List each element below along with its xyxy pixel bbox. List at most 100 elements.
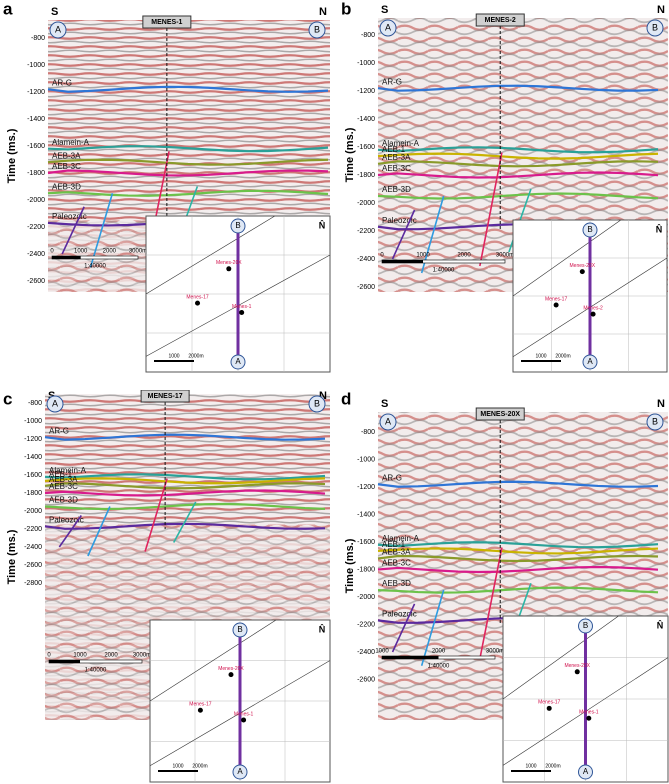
panel-letter: b	[341, 0, 351, 18]
fault	[61, 206, 85, 255]
inset-well	[553, 302, 559, 308]
horizon	[377, 146, 659, 154]
inset-scale	[154, 360, 194, 362]
horizon	[47, 145, 329, 153]
inset-end	[578, 618, 593, 634]
scale-label: 1000	[416, 253, 430, 259]
section-end-marker	[308, 395, 326, 413]
y-tick-label: -2600	[24, 562, 42, 569]
inset-well-label: Menes-17	[189, 702, 211, 708]
y-tick-label: -800	[28, 400, 42, 407]
section-end-label: A	[385, 22, 391, 32]
north-label: N	[319, 6, 327, 18]
horizon-label: Paleozoic	[382, 609, 417, 618]
y-tick-label: -1000	[357, 60, 375, 67]
y-tick-label: -1200	[357, 88, 375, 95]
inset-well-label: Menes-20X	[216, 260, 242, 266]
horizon-label: AEB-3A	[49, 475, 78, 484]
inset-well	[239, 309, 245, 315]
horizon	[44, 482, 326, 490]
fault	[391, 603, 416, 653]
horizon-label: AEB-3D	[382, 579, 411, 588]
y-tick-label: -1600	[357, 539, 375, 546]
north-arrow: N̂	[319, 624, 326, 635]
horizon-label: Paleozoic	[49, 515, 84, 524]
y-tick-label: -1200	[357, 484, 375, 491]
scale-bar-fill	[52, 256, 81, 259]
y-tick-label: -1200	[27, 89, 45, 96]
inset-end	[230, 218, 246, 234]
y-tick-label: -2400	[357, 649, 375, 656]
horizon-label: AEB-3D	[52, 182, 81, 191]
y-tick-label: -1600	[357, 144, 375, 151]
scale-label: 1000	[74, 249, 88, 255]
well-name: MENES-2	[485, 17, 516, 24]
horizon-label: AEB-3D	[382, 185, 411, 194]
inset-well	[228, 672, 234, 678]
inset-end-label: B	[587, 225, 592, 234]
scale-label: 2000	[432, 649, 446, 655]
y-tick-label: -2000	[27, 197, 45, 204]
scale-ratio: 1:40000	[433, 268, 455, 274]
y-tick-label: -2000	[357, 594, 375, 601]
fault	[420, 589, 445, 666]
scale-label: 3000m	[129, 249, 147, 255]
inset-well-label: Menes-17	[538, 700, 560, 706]
inset-well-label: Menes-2	[583, 305, 603, 311]
horizon	[377, 152, 659, 160]
scale-label: 2000	[103, 249, 117, 255]
horizon	[377, 480, 659, 488]
y-tick-label: -1400	[357, 116, 375, 123]
inset-line	[149, 619, 277, 702]
inset-scale	[158, 770, 198, 772]
section-end-label: A	[385, 416, 391, 426]
inset-end	[582, 222, 598, 238]
axis-label: Time (ms.)	[344, 538, 356, 593]
inset-well-label: Menes-1	[234, 711, 254, 717]
scale-label: 0	[380, 253, 384, 259]
south-label: S	[381, 398, 388, 410]
fault	[87, 506, 111, 557]
horizon	[377, 554, 659, 563]
section-end-marker	[46, 395, 64, 413]
axis-label: Time (ms.)	[6, 529, 18, 584]
y-tick-label: -2800	[24, 580, 42, 587]
inset-well	[579, 269, 585, 275]
horizon-label: AR-G	[382, 473, 402, 482]
inset-scale	[511, 770, 551, 772]
panel-letter: d	[341, 390, 351, 408]
fault	[172, 501, 197, 543]
horizon-label: Alamein-A	[49, 466, 87, 475]
horizon-label: AR-G	[382, 77, 402, 86]
south-label: S	[48, 390, 55, 402]
y-tick-label: -2600	[357, 284, 375, 291]
scale-ratio: 1:40000	[428, 664, 450, 670]
north-arrow: N̂	[656, 224, 663, 235]
horizon-label: AR-G	[49, 426, 69, 435]
inset-well	[195, 300, 201, 306]
inset-well	[226, 266, 232, 272]
inset-well-label: Menes-20X	[564, 663, 590, 669]
scale-label: 1000	[375, 649, 389, 655]
scale-label: 3000m	[486, 649, 504, 655]
horizon-label: AR-G	[52, 78, 72, 87]
panel-letter: c	[3, 390, 12, 408]
inset-scale-label: 1000	[168, 353, 179, 359]
y-tick-label: -800	[31, 35, 45, 42]
y-tick-label: -1800	[357, 172, 375, 179]
section-end-marker	[379, 413, 397, 431]
fault	[479, 547, 503, 660]
section-end-marker	[308, 21, 326, 39]
north-arrow: N̂	[657, 620, 664, 631]
y-tick-label: -1800	[24, 490, 42, 497]
well-name: MENES-1	[151, 19, 182, 26]
north-arrow: N̂	[319, 220, 326, 231]
scale-label: 2000	[104, 653, 118, 659]
well-box	[142, 15, 192, 29]
inset-end-label: B	[235, 221, 240, 230]
y-tick-label: -2000	[357, 200, 375, 207]
inset-well	[546, 705, 552, 711]
